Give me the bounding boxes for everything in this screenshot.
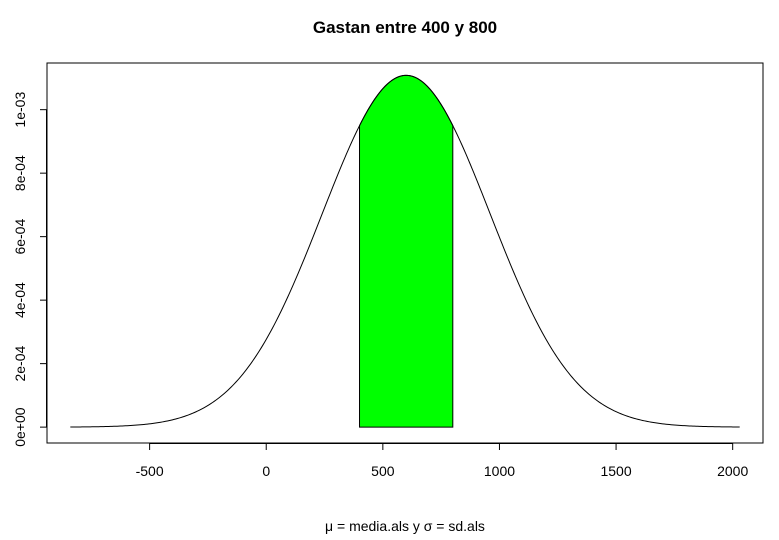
x-tick-label: 1500 xyxy=(600,463,631,479)
chart-title: Gastan entre 400 y 800 xyxy=(313,18,497,37)
y-tick-label: 0e+00 xyxy=(12,407,28,447)
y-tick-label: 4e-04 xyxy=(12,282,28,318)
plot-layer: -500 0 500 1000 1500 2000 0e+00 2e-04 4e-04 6e-04… xyxy=(12,62,764,479)
x-axis-label: μ = media.als y σ = sd.als xyxy=(325,518,485,534)
x-tick-label: -500 xyxy=(136,463,164,479)
x-tick-label: 500 xyxy=(371,463,395,479)
density-curve xyxy=(70,74,740,428)
x-tick-label: 1000 xyxy=(484,463,515,479)
y-tick-label: 1e-03 xyxy=(12,92,28,128)
shaded-region xyxy=(359,74,454,428)
x-tick-label: 0 xyxy=(262,463,270,479)
y-tick-label: 2e-04 xyxy=(12,346,28,382)
x-tick-label: 2000 xyxy=(717,463,748,479)
y-tick-label: 8e-04 xyxy=(12,155,28,191)
y-tick-label: 6e-04 xyxy=(12,219,28,255)
